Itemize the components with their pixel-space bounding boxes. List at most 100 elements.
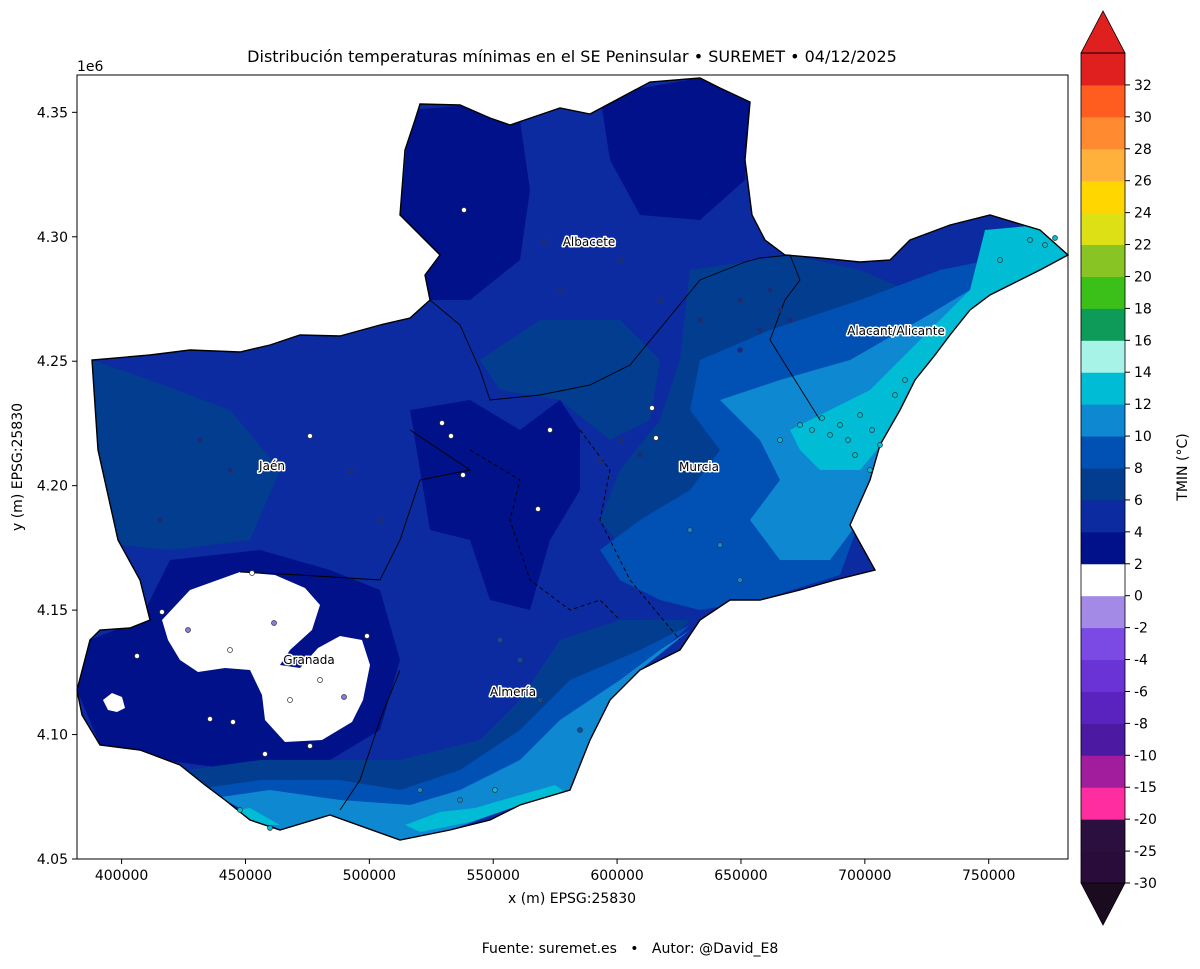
station[interactable]: [657, 297, 663, 303]
city-label-albacete: Albacete: [563, 235, 616, 249]
station[interactable]: [787, 317, 793, 323]
colorbar-bin: [1081, 627, 1125, 661]
station[interactable]: [737, 347, 743, 353]
station[interactable]: [417, 787, 423, 793]
contour-0-2-central: [410, 400, 580, 610]
station[interactable]: [877, 442, 883, 448]
contour-below-0-granada: [162, 572, 370, 742]
station[interactable]: [777, 307, 783, 313]
station[interactable]: [827, 432, 833, 438]
station[interactable]: [517, 657, 523, 663]
station[interactable]: [845, 437, 851, 443]
colorbar-tick-label: 14: [1134, 365, 1152, 381]
station[interactable]: [757, 327, 763, 333]
station[interactable]: [597, 457, 603, 463]
station[interactable]: [317, 677, 323, 683]
station[interactable]: [249, 570, 255, 576]
x-tick-label: 500000: [343, 868, 396, 884]
colorbar-tick-label: 4: [1134, 525, 1143, 541]
station[interactable]: [439, 420, 445, 426]
station[interactable]: [1042, 242, 1048, 248]
station[interactable]: [737, 297, 743, 303]
colorbar-bin: [1081, 595, 1125, 629]
contour-10-12-east: [790, 225, 1068, 470]
colorbar-tick-label: -6: [1134, 684, 1148, 700]
map-axes: Albacete Jaén Murcia Alacant/Alicante Gr…: [76, 74, 1070, 860]
station[interactable]: [547, 427, 553, 433]
station[interactable]: [185, 627, 191, 633]
station[interactable]: [637, 452, 643, 458]
colorbar-bin: [1081, 116, 1125, 150]
station[interactable]: [867, 467, 873, 473]
station[interactable]: [227, 467, 233, 473]
station[interactable]: [902, 377, 908, 383]
y-tick-label: 4.10: [37, 728, 68, 744]
station[interactable]: [557, 287, 563, 293]
station[interactable]: [1027, 237, 1033, 243]
station[interactable]: [542, 239, 548, 245]
colorbar-tick-label: 28: [1134, 142, 1152, 158]
station[interactable]: [1052, 235, 1058, 241]
station[interactable]: [341, 694, 347, 700]
colorbar-tick-label: 20: [1134, 269, 1152, 285]
station[interactable]: [460, 472, 466, 478]
station[interactable]: [892, 392, 898, 398]
station[interactable]: [857, 412, 863, 418]
colorbar-bin: [1081, 531, 1125, 565]
station[interactable]: [819, 415, 825, 421]
region-outline: [76, 77, 1070, 841]
station[interactable]: [364, 633, 370, 639]
station[interactable]: [767, 287, 773, 293]
station[interactable]: [869, 427, 875, 433]
station[interactable]: [653, 435, 659, 441]
colorbar-tick-label: 26: [1134, 174, 1152, 190]
station[interactable]: [157, 517, 163, 523]
x-tick-label: 650000: [714, 868, 767, 884]
station[interactable]: [159, 609, 165, 615]
colorbar-bin: [1081, 691, 1125, 724]
station[interactable]: [197, 437, 203, 443]
station[interactable]: [649, 405, 655, 411]
station[interactable]: [267, 825, 273, 831]
station[interactable]: [997, 257, 1003, 263]
station[interactable]: [347, 467, 353, 473]
station[interactable]: [271, 620, 277, 626]
colorbar-bin: [1081, 180, 1125, 214]
colorbar-bin: [1081, 723, 1125, 756]
chart-title: Distribución temperaturas mínimas en el …: [247, 47, 897, 66]
station[interactable]: [262, 751, 268, 757]
station[interactable]: [377, 517, 383, 523]
station[interactable]: [497, 637, 503, 643]
station[interactable]: [697, 317, 703, 323]
station[interactable]: [307, 433, 313, 439]
station[interactable]: [227, 647, 233, 653]
station[interactable]: [237, 807, 243, 813]
station[interactable]: [809, 427, 815, 433]
station[interactable]: [617, 257, 623, 263]
station[interactable]: [717, 542, 723, 548]
station[interactable]: [207, 716, 213, 722]
city-label-almeria: Almería: [490, 685, 536, 699]
station[interactable]: [230, 719, 236, 725]
border-albacete-jaen: [429, 279, 701, 401]
station[interactable]: [535, 506, 541, 512]
station[interactable]: [537, 697, 543, 703]
station[interactable]: [134, 653, 140, 659]
station[interactable]: [287, 697, 293, 703]
station[interactable]: [837, 422, 843, 428]
station[interactable]: [617, 437, 623, 443]
station[interactable]: [457, 797, 463, 803]
colorbar-tick-label: 32: [1134, 78, 1152, 94]
station[interactable]: [687, 527, 693, 533]
station[interactable]: [797, 422, 803, 428]
contour-4-6-west: [92, 360, 280, 550]
station[interactable]: [577, 727, 583, 733]
y-tick-label: 4.35: [37, 105, 68, 121]
station[interactable]: [307, 743, 313, 749]
station[interactable]: [852, 452, 858, 458]
station[interactable]: [492, 787, 498, 793]
station[interactable]: [448, 433, 454, 439]
station[interactable]: [737, 577, 743, 583]
station[interactable]: [777, 437, 783, 443]
station[interactable]: [461, 207, 467, 213]
